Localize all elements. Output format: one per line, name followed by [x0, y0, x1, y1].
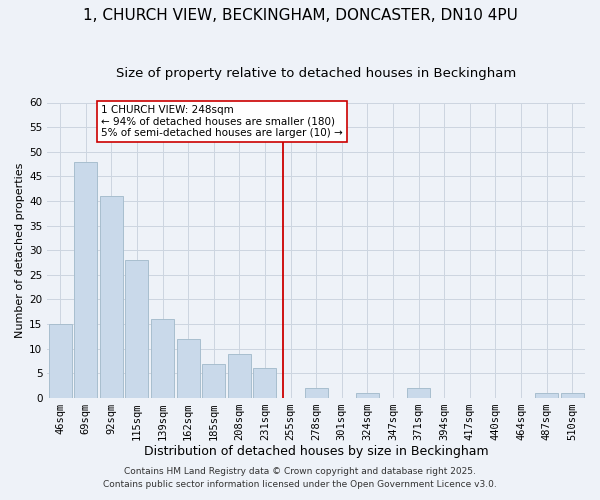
Bar: [407, 388, 430, 398]
Bar: [560, 393, 584, 398]
Text: Contains HM Land Registry data © Crown copyright and database right 2025.
Contai: Contains HM Land Registry data © Crown c…: [103, 468, 497, 489]
Bar: [253, 368, 277, 398]
Bar: [356, 393, 379, 398]
Bar: [228, 354, 251, 398]
Y-axis label: Number of detached properties: Number of detached properties: [15, 162, 25, 338]
Bar: [100, 196, 123, 398]
Text: 1, CHURCH VIEW, BECKINGHAM, DONCASTER, DN10 4PU: 1, CHURCH VIEW, BECKINGHAM, DONCASTER, D…: [83, 8, 517, 22]
Bar: [49, 324, 71, 398]
Bar: [125, 260, 148, 398]
Text: 1 CHURCH VIEW: 248sqm
← 94% of detached houses are smaller (180)
5% of semi-deta: 1 CHURCH VIEW: 248sqm ← 94% of detached …: [101, 105, 343, 138]
Bar: [305, 388, 328, 398]
Bar: [151, 319, 174, 398]
Bar: [202, 364, 225, 398]
Title: Size of property relative to detached houses in Beckingham: Size of property relative to detached ho…: [116, 68, 516, 80]
X-axis label: Distribution of detached houses by size in Beckingham: Distribution of detached houses by size …: [144, 444, 488, 458]
Bar: [74, 162, 97, 398]
Bar: [535, 393, 558, 398]
Bar: [176, 339, 200, 398]
